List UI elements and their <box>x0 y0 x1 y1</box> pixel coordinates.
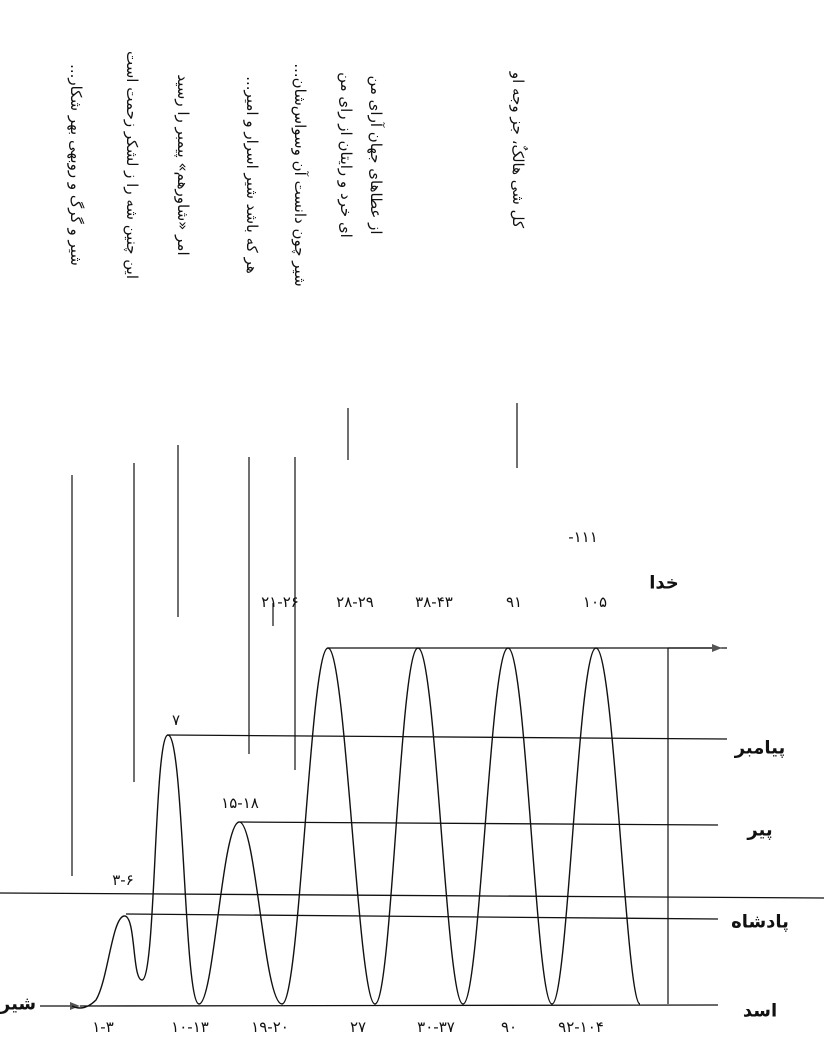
top-number-5: ۱۰۵ <box>582 593 608 611</box>
top-number-2: ۲۸-۲۹ <box>336 593 374 611</box>
verse-shir-va-gorg: شیر و گرگ و روبهی بهر شکار... <box>67 64 85 266</box>
peak-number-3: ۱۵-۱۸ <box>221 794 259 812</box>
bottom-number-5: ۳۰-۳۷ <box>417 1018 455 1036</box>
verse-shir-chon-danest: شیر چون دانست آن وسواس‌شان... <box>291 63 309 287</box>
verse-ey-kherad: ای خرد و رایتان از رای من <box>337 72 355 238</box>
bottom-number-4: ۲۷ <box>349 1018 367 1036</box>
bottom-number-2: ۱۰-۱۳ <box>171 1018 209 1036</box>
verse-in-chenin-shah: این چنین شه را ز لشکر زحمت است <box>123 50 141 280</box>
long-level-line <box>0 892 824 899</box>
bottom-number-7: ۹۲-۱۰۴ <box>558 1018 604 1036</box>
shir-arrowhead <box>70 1002 80 1010</box>
verse-amr-shavirhom: امر «شاورهم» پیمبر را رسید <box>174 74 192 256</box>
wave-curve <box>71 647 641 1009</box>
peak-number-2: ۷ <box>171 711 181 729</box>
payambar-level-line <box>167 734 728 740</box>
peak-number-1: ۳-۶ <box>112 871 134 889</box>
verse-az-ataha: از عطاهای جهان آرای من <box>367 75 385 235</box>
khoda-arrowhead <box>712 644 722 652</box>
top-number-4: ۹۱ <box>505 593 523 611</box>
level-label-payambar: پیامبر <box>734 737 786 759</box>
level-label-khoda: خدا <box>649 572 679 594</box>
bottom-number-1: ۱-۳ <box>92 1018 114 1036</box>
bottom-number-6: ۹۰ <box>500 1018 518 1036</box>
level-label-pir: پیر <box>747 819 773 841</box>
top-number-3: ۳۸-۴۳ <box>415 593 453 611</box>
top-number-6: -۱۱۱ <box>568 528 598 546</box>
verse-har-ke-bashad: هر که باشد شیر اسرار و امیر... <box>243 76 261 274</box>
level-label-asad: اسد <box>742 1000 778 1022</box>
top-number-1: ۲۱-۲۶ <box>261 593 299 611</box>
asad-level-line <box>79 1004 719 1007</box>
verse-kol-shey-halek: کل شی هالکٌ، جز وجه او <box>509 71 527 229</box>
padshah-level-line <box>125 913 719 920</box>
pir-level-line <box>239 821 719 826</box>
level-label-shir: شیر <box>0 993 37 1015</box>
bottom-number-3: ۱۹-۲۰ <box>251 1018 289 1036</box>
level-label-padshah: پادشاه <box>731 911 789 933</box>
